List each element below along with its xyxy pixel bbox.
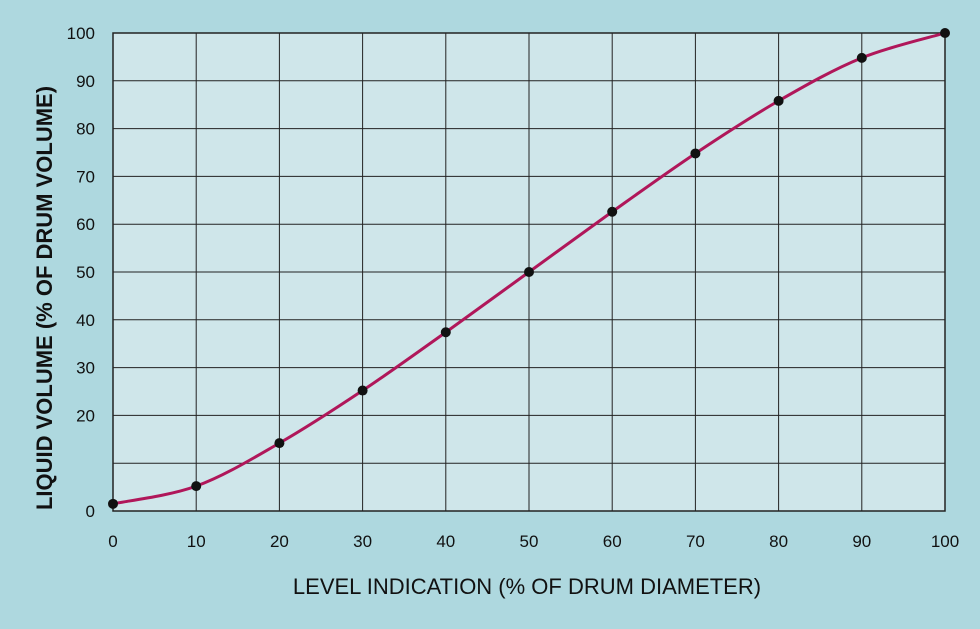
x-tick-label: 80	[769, 532, 788, 551]
x-tick-label: 10	[187, 532, 206, 551]
data-point	[856, 52, 867, 63]
x-tick-label: 100	[931, 532, 959, 551]
data-point	[773, 95, 784, 106]
data-point	[108, 498, 118, 509]
data-point	[357, 385, 368, 396]
x-tick-label: 60	[603, 532, 622, 551]
x-tick-label: 70	[686, 532, 705, 551]
data-point	[524, 267, 534, 277]
y-tick-label: 40	[76, 311, 95, 330]
y-tick-label: 20	[76, 406, 95, 425]
x-tick-label: 40	[436, 532, 455, 551]
x-axis-label: LEVEL INDICATION (% OF DRUM DIAMETER)	[293, 574, 761, 599]
data-point	[690, 148, 701, 159]
y-tick-label: 60	[76, 215, 95, 234]
x-tick-label: 50	[520, 532, 539, 551]
y-axis-label: LIQUID VOLUME (% OF DRUM VOLUME)	[32, 86, 57, 510]
x-tick-labels: 0 10 20 30 40 50 60 70 80 90 100	[108, 532, 959, 551]
y-tick-label: 90	[76, 72, 95, 91]
y-tick-label: 70	[76, 167, 95, 186]
plot-border	[112, 32, 946, 512]
data-point	[440, 327, 451, 338]
y-tick-label: 30	[76, 359, 95, 378]
data-point	[274, 438, 285, 449]
x-tick-label: 20	[270, 532, 289, 551]
data-point	[191, 481, 202, 492]
y-tick-label: 50	[76, 263, 95, 282]
x-tick-label: 90	[852, 532, 871, 551]
x-tick-label: 30	[353, 532, 372, 551]
data-point	[607, 206, 618, 217]
y-tick-label: 80	[76, 120, 95, 139]
x-tick-label: 0	[108, 532, 117, 551]
data-point	[940, 28, 950, 38]
y-tick-label: 100	[67, 24, 95, 43]
y-tick-labels: 0 20 30 40 50 60 70 80 90 100	[67, 24, 95, 521]
y-tick-label: 0	[86, 502, 95, 521]
data-points	[108, 28, 950, 509]
